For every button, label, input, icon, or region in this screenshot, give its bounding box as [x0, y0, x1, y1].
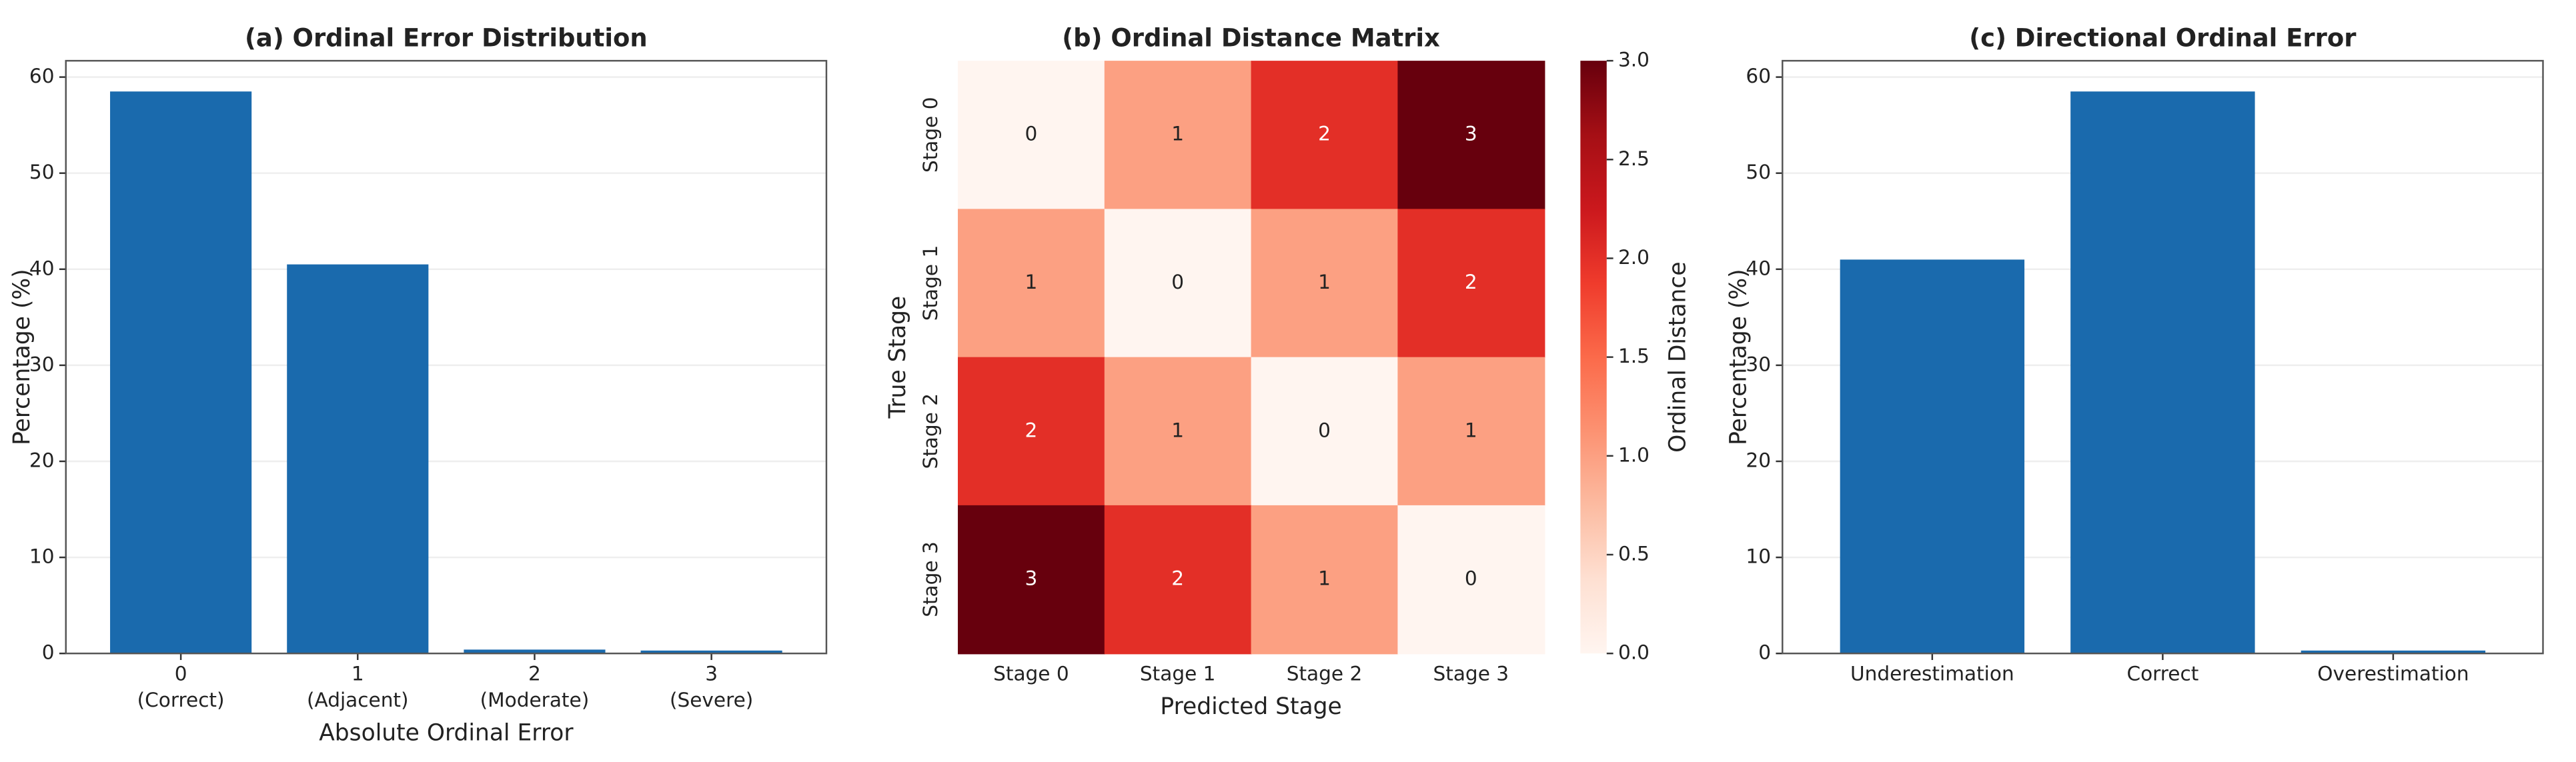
y-axis-label: True Stage: [884, 296, 911, 419]
bar: [287, 264, 429, 654]
cell-label: 2: [1318, 123, 1331, 145]
cell-label: 2: [1025, 419, 1037, 441]
heat-cell: [1104, 61, 1252, 210]
bar: [1840, 259, 2025, 654]
cell-label: 0: [1025, 123, 1037, 145]
chart-title: (b) Ordinal Distance Matrix: [1062, 24, 1440, 53]
colorbar-tick-label: 0.5: [1618, 542, 1650, 565]
colorbar-tick-label: 1.5: [1618, 345, 1650, 367]
colorbar-tick-label: 2.5: [1618, 147, 1650, 170]
colorbar-tick-label: 2.0: [1618, 246, 1650, 269]
y-tick-label: 20: [29, 449, 55, 471]
axes-frame: [65, 59, 828, 655]
x-tick-label: 3: [705, 663, 718, 685]
heat-cell: [957, 505, 1106, 655]
cell-label: 1: [1318, 271, 1331, 293]
heat-cell: [1397, 61, 1545, 210]
y-tick-label: 30: [1746, 353, 1771, 375]
heat-cell: [1104, 505, 1252, 655]
y-tick-label: 30: [29, 353, 55, 375]
cell-label: 0: [1171, 271, 1184, 293]
x-tick-label: (Severe): [670, 689, 753, 711]
x-tick-label: Stage 0: [993, 663, 1069, 685]
heat-cell: [1104, 357, 1252, 507]
x-tick-label: Overestimation: [2317, 663, 2469, 685]
cell-label: 0: [1318, 419, 1331, 441]
bar: [464, 649, 606, 654]
y-tick-label: 10: [1746, 545, 1771, 568]
cell-label: 1: [1318, 567, 1331, 590]
y-tick-label: 40: [29, 257, 55, 279]
bar: [110, 91, 252, 654]
chart-title: (c) Directional Ordinal Error: [1969, 24, 2357, 53]
y-tick-label: Stage 3: [919, 541, 942, 617]
y-tick-label: 60: [29, 65, 55, 87]
heat-cell: [1397, 357, 1545, 507]
heat-cell: [1251, 505, 1399, 655]
y-tick-label: 20: [1746, 449, 1771, 471]
y-tick-label: Stage 2: [919, 393, 942, 469]
cell-label: 1: [1025, 271, 1037, 293]
heat-cell: [1251, 61, 1399, 210]
heat-cell: [1251, 357, 1399, 507]
heat-cell: [1397, 505, 1545, 655]
y-tick-label: Stage 1: [919, 245, 942, 321]
y-tick-label: 10: [29, 545, 55, 568]
x-tick-label: (Moderate): [480, 689, 590, 711]
y-tick-label: Stage 0: [919, 97, 942, 173]
cell-label: 1: [1465, 419, 1477, 441]
y-axis-label: Percentage (%): [1726, 269, 1752, 445]
x-tick-label: Stage 1: [1140, 663, 1216, 685]
x-axis-label: Predicted Stage: [1160, 693, 1341, 720]
heat-cell: [957, 357, 1106, 507]
x-tick-label: 2: [528, 663, 541, 685]
y-tick-label: 0: [42, 641, 55, 664]
cell-label: 2: [1465, 271, 1477, 293]
x-tick-label: 1: [352, 663, 364, 685]
x-tick-label: (Correct): [137, 689, 225, 711]
bar: [640, 650, 782, 654]
colorbar-tick-label: 1.0: [1618, 443, 1650, 466]
axes-frame: [1782, 59, 2544, 655]
heat-cell: [957, 61, 1106, 210]
bar: [2301, 650, 2486, 654]
cell-label: 0: [1465, 567, 1477, 590]
heat-cell: [1251, 209, 1399, 358]
colorbar-label: Ordinal Distance: [1665, 261, 1692, 452]
cell-label: 2: [1171, 567, 1184, 590]
cell-label: 3: [1025, 567, 1037, 590]
y-tick-label: 50: [29, 161, 55, 183]
x-tick-label: Correct: [2126, 663, 2198, 685]
colorbar-tick-label: 3.0: [1618, 49, 1650, 71]
y-tick-label: 50: [1746, 161, 1771, 183]
cell-label: 1: [1171, 123, 1184, 145]
colorbar-tick-label: 0.0: [1618, 641, 1650, 664]
heat-cell: [1104, 209, 1252, 358]
x-axis-label: Absolute Ordinal Error: [319, 719, 574, 746]
x-tick-label: Stage 2: [1287, 663, 1363, 685]
bar: [2070, 91, 2255, 654]
heat-cell: [957, 209, 1106, 358]
x-tick-label: Stage 3: [1433, 663, 1509, 685]
colorbar: [1580, 61, 1607, 654]
x-tick-label: (Adjacent): [307, 689, 409, 711]
y-tick-label: 60: [1746, 65, 1771, 87]
y-tick-label: 40: [1746, 257, 1771, 279]
chart-title: (a) Ordinal Error Distribution: [245, 24, 648, 53]
cell-label: 1: [1171, 419, 1184, 441]
cell-label: 3: [1465, 123, 1477, 145]
heat-cell: [1397, 209, 1545, 358]
x-tick-label: Underestimation: [1850, 663, 2014, 685]
y-axis-label: Percentage (%): [9, 269, 35, 445]
y-tick-label: 0: [1758, 641, 1771, 664]
x-tick-label: 0: [175, 663, 187, 685]
